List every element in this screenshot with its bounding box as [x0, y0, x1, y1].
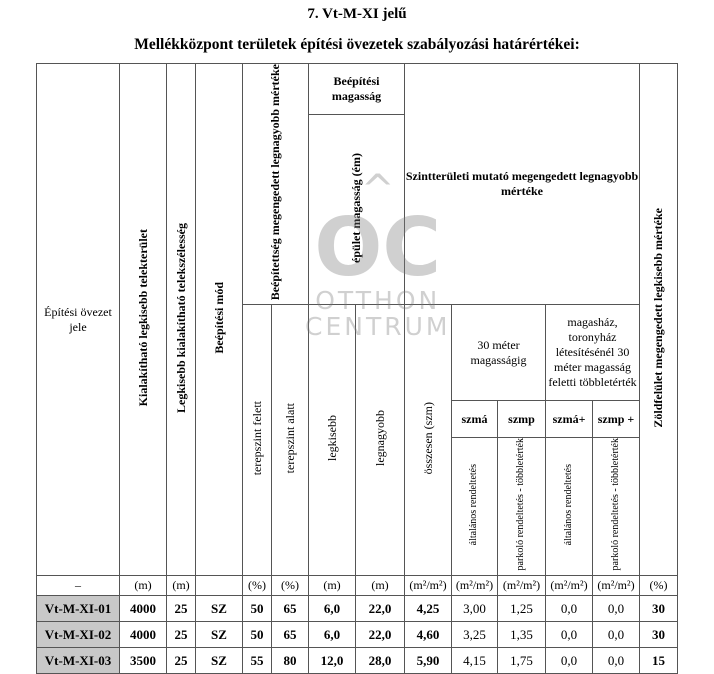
table-cell: 50: [242, 621, 272, 649]
table-cell: 15: [639, 647, 679, 674]
zone-code: Vt-M-XI-01: [36, 595, 120, 623]
table-cell: 4,60: [404, 621, 453, 649]
table-row: Vt-M-XI-02 4000 25 SZ 50 65 6,0 22,0 4,60 3,25 1,3…: [36, 621, 679, 649]
table-cell: 30: [639, 621, 679, 649]
zone-code: Vt-M-XI-03: [36, 647, 120, 674]
table-row: Vt-M-XI-01 4000 25 SZ 50 65 6,0 22,0 4,25 3,00 1,2…: [36, 595, 679, 623]
table-cell: 25: [166, 647, 196, 674]
table-cell: 3,25: [451, 621, 499, 649]
unit: (%): [271, 575, 309, 597]
header-total: összesen (szm): [420, 402, 435, 475]
unit: [195, 575, 243, 597]
table-cell: 50: [242, 595, 272, 623]
header-parking: parkoló rendeltetés - többletérték: [515, 438, 527, 571]
table-cell: 1,75: [497, 647, 547, 674]
table-cell: 3500: [119, 647, 167, 674]
table-cell: 1,25: [497, 595, 547, 623]
table-cell: 3,00: [451, 595, 499, 623]
unit: (m): [308, 575, 356, 597]
units-row: – (m) (m) (%) (%) (m) (m) (m²/m²) (m²/m²) (m²/m²)…: [36, 575, 679, 597]
unit: (m²/m²): [497, 575, 547, 597]
zone-code: Vt-M-XI-02: [36, 621, 120, 649]
table-cell: 4000: [119, 621, 167, 649]
unit: (m²/m²): [451, 575, 499, 597]
header-zone: Építési övezet jele: [36, 62, 120, 577]
header-h-max: legnagyobb: [372, 410, 387, 467]
header-height-group: Beépítési magasság: [307, 62, 406, 116]
table-cell: 5,90: [404, 647, 453, 674]
header-coverage: Beépítettség megengedett legnagyobb mért…: [268, 64, 282, 301]
table-cell: 0,0: [592, 621, 641, 649]
unit: (m²/m²): [404, 575, 453, 597]
table-cell: 0,0: [545, 647, 594, 674]
unit: (m²/m²): [545, 575, 594, 597]
unit: (%): [242, 575, 272, 597]
header-above: terepszint felett: [249, 401, 264, 476]
header-szmp: szmp: [497, 400, 547, 439]
header-szmp-plus: szmp +: [592, 400, 641, 439]
table-row: Vt-M-XI-03 3500 25 SZ 55 80 12,0 28,0 5,90 4,15 1,…: [36, 647, 679, 674]
unit: –: [36, 575, 120, 597]
table-cell: 30: [639, 595, 679, 623]
table-cell: 80: [271, 647, 309, 674]
header-floor-ratio: Szintterületi mutató megengedett legnagy…: [404, 62, 641, 306]
table-cell: 28,0: [354, 647, 406, 674]
table-cell: 4,25: [404, 595, 453, 623]
header-parking-plus: parkoló rendeltetés - többletérték: [609, 438, 621, 571]
header-min-area: Kialakítható legkisebb telekterület: [135, 228, 150, 407]
table-cell: 12,0: [308, 647, 356, 674]
table-cell: 22,0: [354, 621, 406, 649]
table-cell: SZ: [195, 621, 243, 649]
table-cell: 55: [242, 647, 272, 674]
unit: (%): [639, 575, 679, 597]
header-min-width: Legkisebb kialakítható telekszélesség: [173, 222, 188, 413]
table-cell: 25: [166, 621, 196, 649]
table-cell: 4,15: [451, 647, 499, 674]
header-below: terepszint alatt: [282, 403, 297, 474]
table-cell: 22,0: [354, 595, 406, 623]
table-cell: SZ: [195, 595, 243, 623]
table-cell: 65: [271, 621, 309, 649]
unit: (m): [119, 575, 167, 597]
header-szma: szmá: [451, 400, 499, 439]
unit: (m²/m²): [592, 575, 641, 597]
unit: (m): [354, 575, 406, 597]
table-title: Mellékközpont területek építési övezetek…: [134, 36, 580, 53]
unit: (m): [166, 575, 196, 597]
table-cell: 6,0: [308, 595, 356, 623]
table-cell: 0,0: [592, 595, 641, 623]
table-cell: 6,0: [308, 621, 356, 649]
header-above-30: magasház, toronyház létesítésénél 30 mét…: [545, 304, 641, 402]
section-title: 7. Vt-M-XI jelű: [307, 6, 407, 22]
table-cell: 0,0: [545, 595, 594, 623]
table-cell: 1,35: [497, 621, 547, 649]
table-cell: 0,0: [592, 647, 641, 674]
table-cell: 0,0: [545, 621, 594, 649]
table-cell: SZ: [195, 647, 243, 674]
header-szma-plus: szmá+: [545, 400, 594, 439]
header-h-min: legkisebb: [324, 415, 339, 462]
header-green: Zöldfelület megengedett legkisebb mérték…: [651, 207, 666, 428]
header-mode: Beépítési mód: [211, 281, 226, 354]
table-cell: 25: [166, 595, 196, 623]
table-cell: 4000: [119, 595, 167, 623]
table-cell: 65: [271, 595, 309, 623]
header-up-to-30: 30 méter magasságig: [451, 304, 547, 402]
header-building-height: épület magasság (ém): [349, 152, 363, 263]
regulation-table: Építési övezet jele Kialakítható legkise…: [36, 62, 679, 674]
